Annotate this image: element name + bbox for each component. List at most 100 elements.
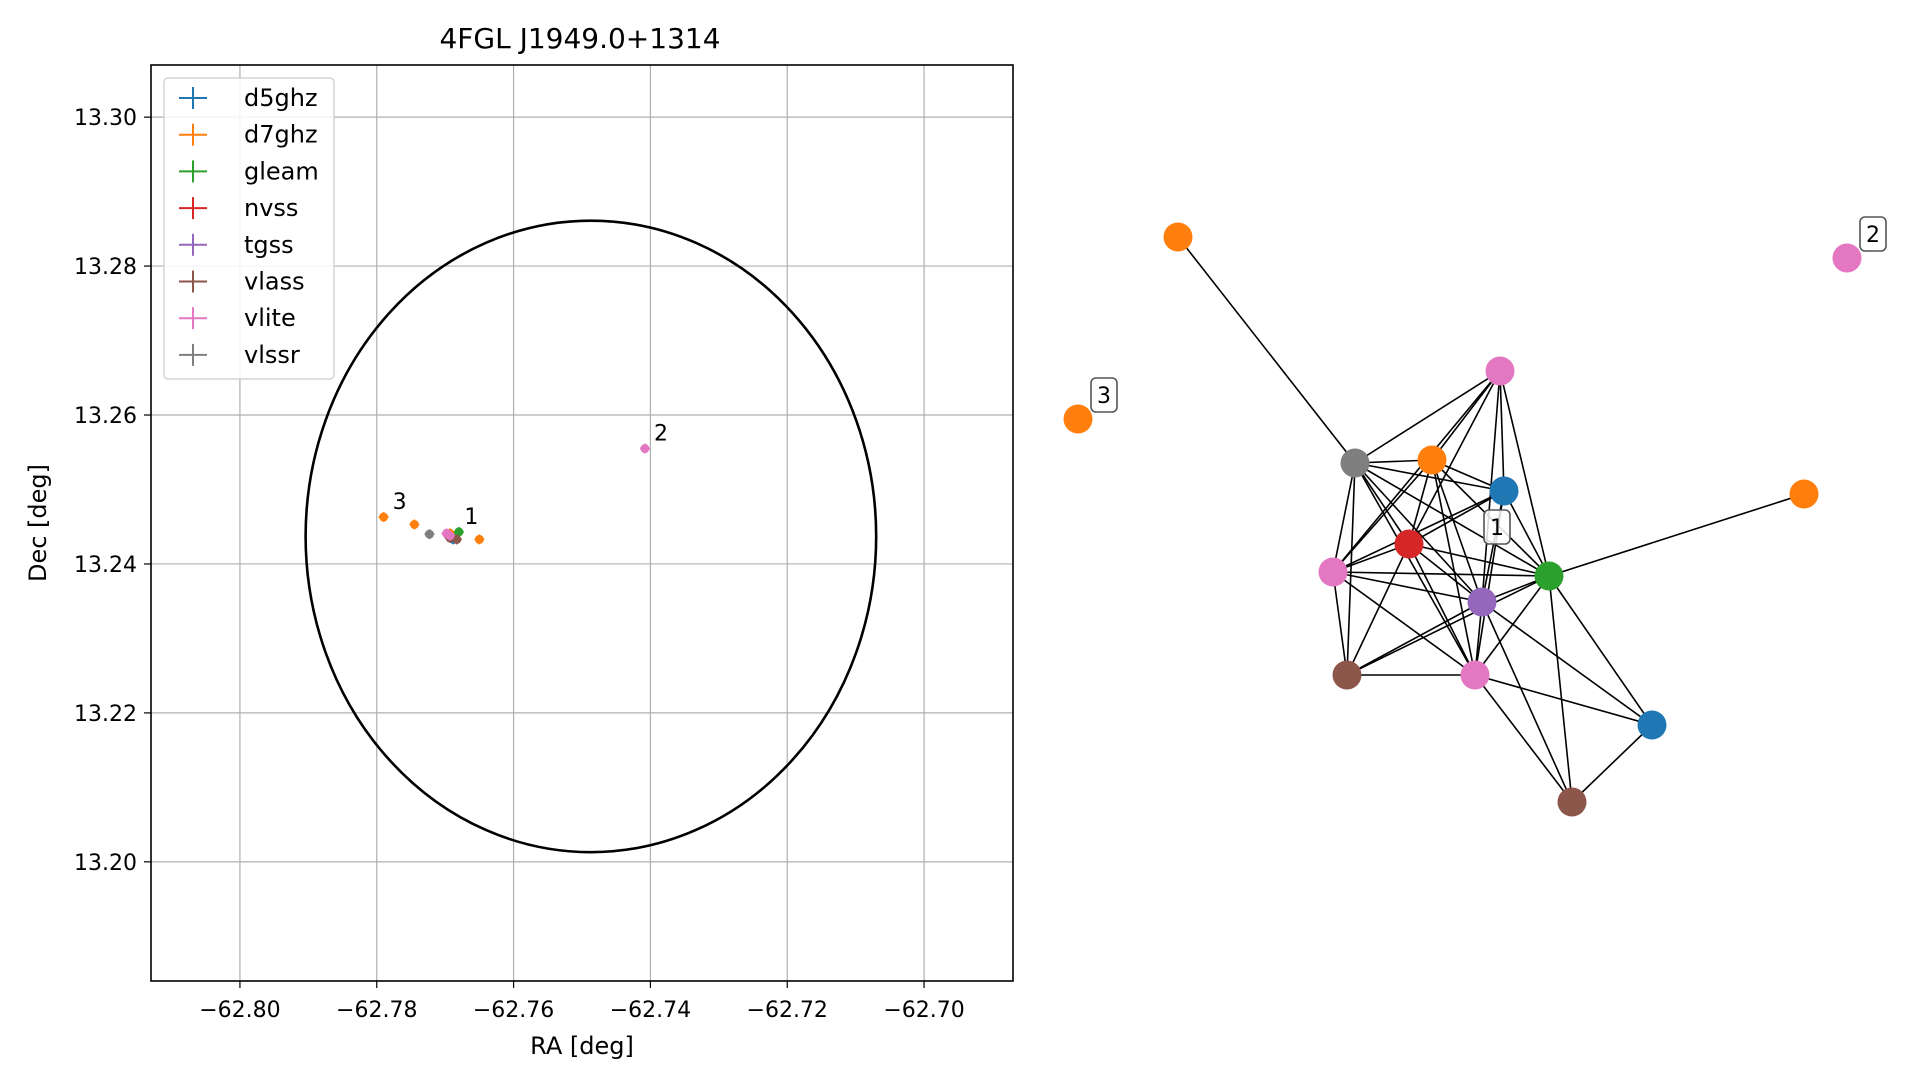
label-box — [1859, 216, 1887, 252]
point-marker — [424, 529, 434, 539]
y-tick-label: 13.28 — [74, 255, 137, 280]
network-node-n-orange-mid — [1417, 445, 1447, 475]
legend-label: gleam — [244, 157, 319, 185]
data-point-vlssr — [424, 529, 435, 540]
network-node-n-blue-bottom — [1637, 710, 1667, 740]
data-point-vlite — [444, 530, 455, 541]
network-node-n-blue-top — [1489, 476, 1519, 506]
x-tick-label: −62.76 — [473, 998, 554, 1023]
point-marker — [454, 527, 464, 537]
network-edge — [1346, 575, 1550, 676]
error-ellipse-layer — [304, 219, 878, 854]
label-box — [1090, 377, 1118, 413]
network-edge — [1548, 575, 1653, 726]
point-marker — [640, 444, 650, 454]
network-node-label: 3 — [1090, 377, 1118, 413]
point-marker — [379, 512, 389, 522]
legend-label: d5ghz — [244, 84, 318, 112]
point-marker — [452, 534, 462, 544]
legend-entry-nvss: nvss — [179, 194, 298, 222]
network-edge — [1408, 459, 1433, 545]
label-text: 2 — [1866, 223, 1880, 248]
network-node-n-pink-left — [1318, 557, 1348, 587]
y-tick-label: 13.26 — [74, 404, 137, 429]
error-ellipse — [304, 219, 878, 854]
network-edge — [1481, 601, 1573, 803]
data-point-d7ghz — [378, 512, 389, 523]
point-marker — [445, 531, 455, 541]
network-edge — [1474, 674, 1573, 803]
x-tick-label: −62.80 — [199, 998, 280, 1023]
network-edge — [1548, 575, 1573, 803]
network-labels-layer: 3 2 1 — [1090, 216, 1887, 545]
y-axis-ticks: 13.20 13.22 13.24 13.26 13.28 13.30 — [74, 106, 151, 876]
legend-entry-vlite: vlite — [179, 304, 296, 332]
network-edge — [1548, 493, 1805, 577]
network-node-n-orange-top — [1163, 222, 1193, 252]
x-tick-label: −62.74 — [610, 998, 691, 1023]
legend-entry-vlass: vlass — [179, 268, 305, 296]
network-edge — [1354, 370, 1501, 464]
network-edge — [1408, 490, 1505, 545]
y-tick-label: 13.20 — [74, 851, 137, 876]
data-points-layer — [378, 443, 650, 545]
network-edges-layer — [1177, 236, 1805, 803]
network-edge — [1503, 490, 1550, 577]
label-text: 3 — [1097, 384, 1111, 409]
network-edge — [1481, 601, 1653, 726]
network-edge — [1332, 571, 1476, 676]
legend-entry-gleam: gleam — [179, 157, 319, 185]
network-node-n-orange-right — [1789, 479, 1819, 509]
legend-label: nvss — [244, 194, 298, 222]
source-annotation: 3 — [393, 490, 407, 515]
data-point-d7ghz — [474, 534, 485, 545]
legend-entry-d7ghz: d7ghz — [179, 121, 318, 149]
network-edge — [1354, 462, 1410, 545]
x-tick-label: −62.78 — [336, 998, 417, 1023]
x-axis-label: RA [deg] — [530, 1032, 634, 1060]
plot-title: 4FGL J1949.0+1314 — [439, 22, 720, 55]
network-edge — [1346, 462, 1356, 676]
y-axis-label: Dec [deg] — [24, 464, 52, 582]
network-cluster-label: 1 — [1483, 509, 1511, 545]
network-edge — [1332, 462, 1356, 573]
network-edge — [1408, 543, 1483, 603]
network-node-n-brown-bottom — [1557, 787, 1587, 817]
network-edge — [1408, 543, 1476, 676]
legend-box — [163, 77, 335, 380]
network-node-n-brown-left — [1332, 660, 1362, 690]
network-edge — [1346, 543, 1410, 676]
network-node-n-red — [1394, 529, 1424, 559]
grid-lines — [151, 65, 1013, 981]
network-node-n-green — [1534, 561, 1564, 591]
network-node-n-purple — [1467, 587, 1497, 617]
network-edge — [1332, 370, 1501, 573]
y-tick-label: 13.22 — [74, 702, 137, 727]
network-edge — [1431, 459, 1476, 676]
legend-entry-vlssr: vlssr — [179, 341, 300, 369]
network-edge — [1354, 462, 1483, 603]
x-tick-label: −62.72 — [747, 998, 828, 1023]
legend-label: vlass — [244, 268, 305, 296]
network-edge — [1499, 370, 1550, 577]
source-annotation: 2 — [654, 422, 668, 447]
label-text: 1 — [1490, 516, 1504, 541]
network-edge — [1332, 490, 1505, 573]
network-edge — [1332, 571, 1483, 603]
point-marker — [474, 534, 484, 544]
legend: d5ghz d7ghz gleam nvss tgss vlass vlite vlssr — [163, 77, 335, 380]
source-annotation: 1 — [464, 505, 478, 530]
network-edge — [1354, 462, 1505, 492]
label-box — [1483, 509, 1511, 545]
data-point-vlass — [451, 534, 462, 545]
legend-entry-d5ghz: d5ghz — [179, 84, 318, 112]
network-edge — [1571, 724, 1653, 803]
network-edge — [1332, 571, 1348, 676]
data-point-d7ghz — [409, 519, 420, 530]
network-edge — [1354, 462, 1476, 676]
legend-label: d7ghz — [244, 121, 318, 149]
y-tick-label: 13.30 — [74, 106, 137, 131]
y-tick-label: 13.24 — [74, 553, 137, 578]
network-edge — [1474, 674, 1653, 726]
network-node-label: 2 — [1859, 216, 1887, 252]
